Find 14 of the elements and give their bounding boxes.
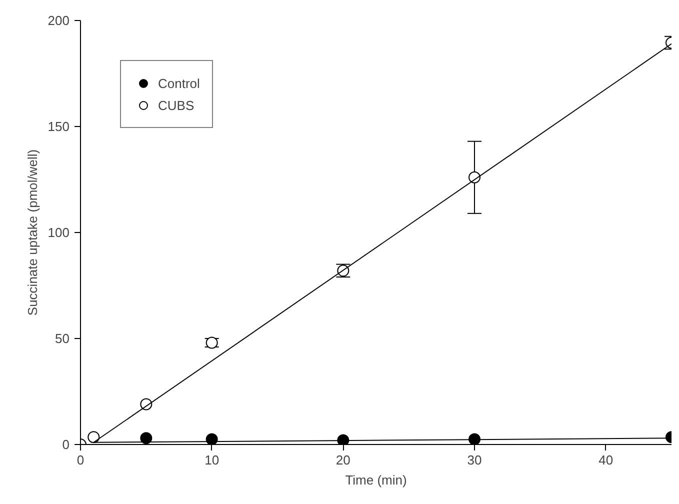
x-tick-label: 0 — [76, 452, 84, 468]
y-tick-label: 200 — [48, 13, 70, 28]
x-tick-label: 40 — [598, 452, 614, 468]
x-axis-title: Time (min) — [345, 472, 407, 488]
y-tick-label: 50 — [55, 331, 70, 346]
y-tick-label: 0 — [62, 437, 70, 452]
x-tick-label: 20 — [336, 452, 350, 468]
y-axis-title: Succinate uptake (pmol/well) — [24, 149, 40, 316]
x-tick-label: 30 — [467, 452, 482, 468]
x-tick-label: 10 — [204, 452, 220, 468]
y-tick-label: 100 — [48, 225, 70, 240]
legend-label: Control — [158, 76, 200, 90]
y-tick-label: 150 — [48, 119, 70, 134]
legend-label: CUBS — [158, 98, 194, 112]
